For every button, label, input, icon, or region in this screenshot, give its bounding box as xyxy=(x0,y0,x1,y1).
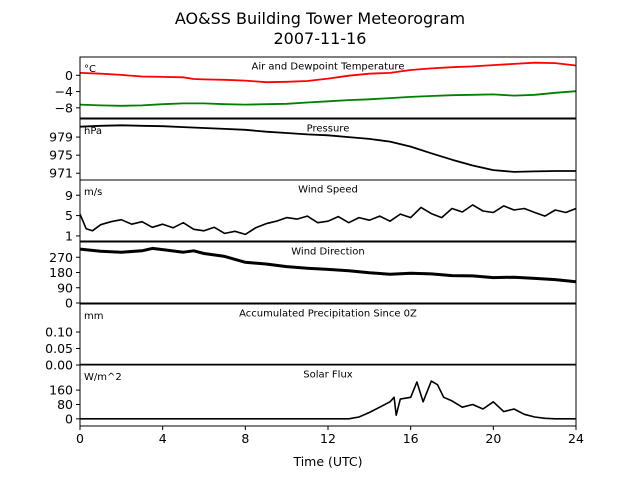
panel-1-ytick-label: 971 xyxy=(49,166,73,181)
panel-5-unit: W/m^2 xyxy=(84,372,122,383)
x-tick-label: 16 xyxy=(403,431,419,446)
panel-3-series-0-line xyxy=(80,246,576,284)
panel-4-unit: mm xyxy=(84,311,103,322)
x-tick-label: 8 xyxy=(241,431,249,446)
panel-0-unit: °C xyxy=(84,64,96,75)
x-tick-label: 0 xyxy=(76,431,84,446)
panel-5-title: Solar Flux xyxy=(303,370,353,381)
panel-2-ytick-label: 9 xyxy=(65,188,73,203)
panel-4-ytick-label: 0.00 xyxy=(45,358,73,373)
panel-2-series-0-line xyxy=(80,204,576,236)
figure-title-line1: AO&SS Building Tower Meteorogram xyxy=(175,9,465,28)
panel-0-frame xyxy=(79,56,577,119)
panel-5-series-0-line xyxy=(80,380,576,420)
panel-0: 0−4−8 Air and Dewpoint Temperature °C xyxy=(55,56,577,119)
panel-1-ytick-label: 979 xyxy=(49,130,73,145)
panel-4-ytick-label: 0.05 xyxy=(45,341,73,356)
panel-5-ytick-label: 160 xyxy=(49,383,73,398)
panel-5-ytick-label: 80 xyxy=(57,397,73,412)
panel-2-ytick-label: 1 xyxy=(65,228,73,243)
panel-2-frame xyxy=(79,179,577,242)
panel-1-series-0-line xyxy=(80,124,576,173)
x-tick-label: 20 xyxy=(485,431,501,446)
panel-1-ytick-label: 975 xyxy=(49,148,73,163)
panel-0-series-0-line xyxy=(80,61,576,84)
panel-3-ytick-label: 270 xyxy=(49,250,73,265)
panel-2-ytick-label: 5 xyxy=(65,208,73,223)
figure-title-line2: 2007-11-16 xyxy=(274,29,367,48)
panel-0-series-1-line xyxy=(80,90,576,107)
panel-2-unit: m/s xyxy=(84,187,102,198)
panel-5-ytick-label: 0 xyxy=(65,411,73,426)
panel-4-ytick-label: 0.10 xyxy=(45,325,73,340)
panel-0-ytick-label: 0 xyxy=(65,68,73,83)
x-tick-label: 24 xyxy=(568,431,584,446)
panel-3-ytick-label: 0 xyxy=(65,296,73,311)
panel-4-title: Accumulated Precipitation Since 0Z xyxy=(239,309,417,320)
panel-0-ytick-label: −4 xyxy=(55,84,73,99)
panel-1-unit: hPa xyxy=(84,126,102,137)
x-axis-label: Time (UTC) xyxy=(292,454,362,469)
x-tick-label: 12 xyxy=(320,431,336,446)
panel-0-title: Air and Dewpoint Temperature xyxy=(252,62,405,73)
panel-3-ytick-label: 180 xyxy=(49,265,73,280)
panel-1: 979 975 971 Pressure hPa xyxy=(49,118,577,181)
panel-3-ytick-label: 90 xyxy=(57,280,73,295)
panel-0-ytick-label: −8 xyxy=(55,100,73,115)
x-tick-label: 4 xyxy=(159,431,167,446)
panel-2: 9 5 1 Wind Speed m/s xyxy=(65,179,577,243)
panel-1-title: Pressure xyxy=(307,124,350,135)
panel-3-title: Wind Direction xyxy=(291,247,365,258)
panel-2-title: Wind Speed xyxy=(298,185,358,196)
